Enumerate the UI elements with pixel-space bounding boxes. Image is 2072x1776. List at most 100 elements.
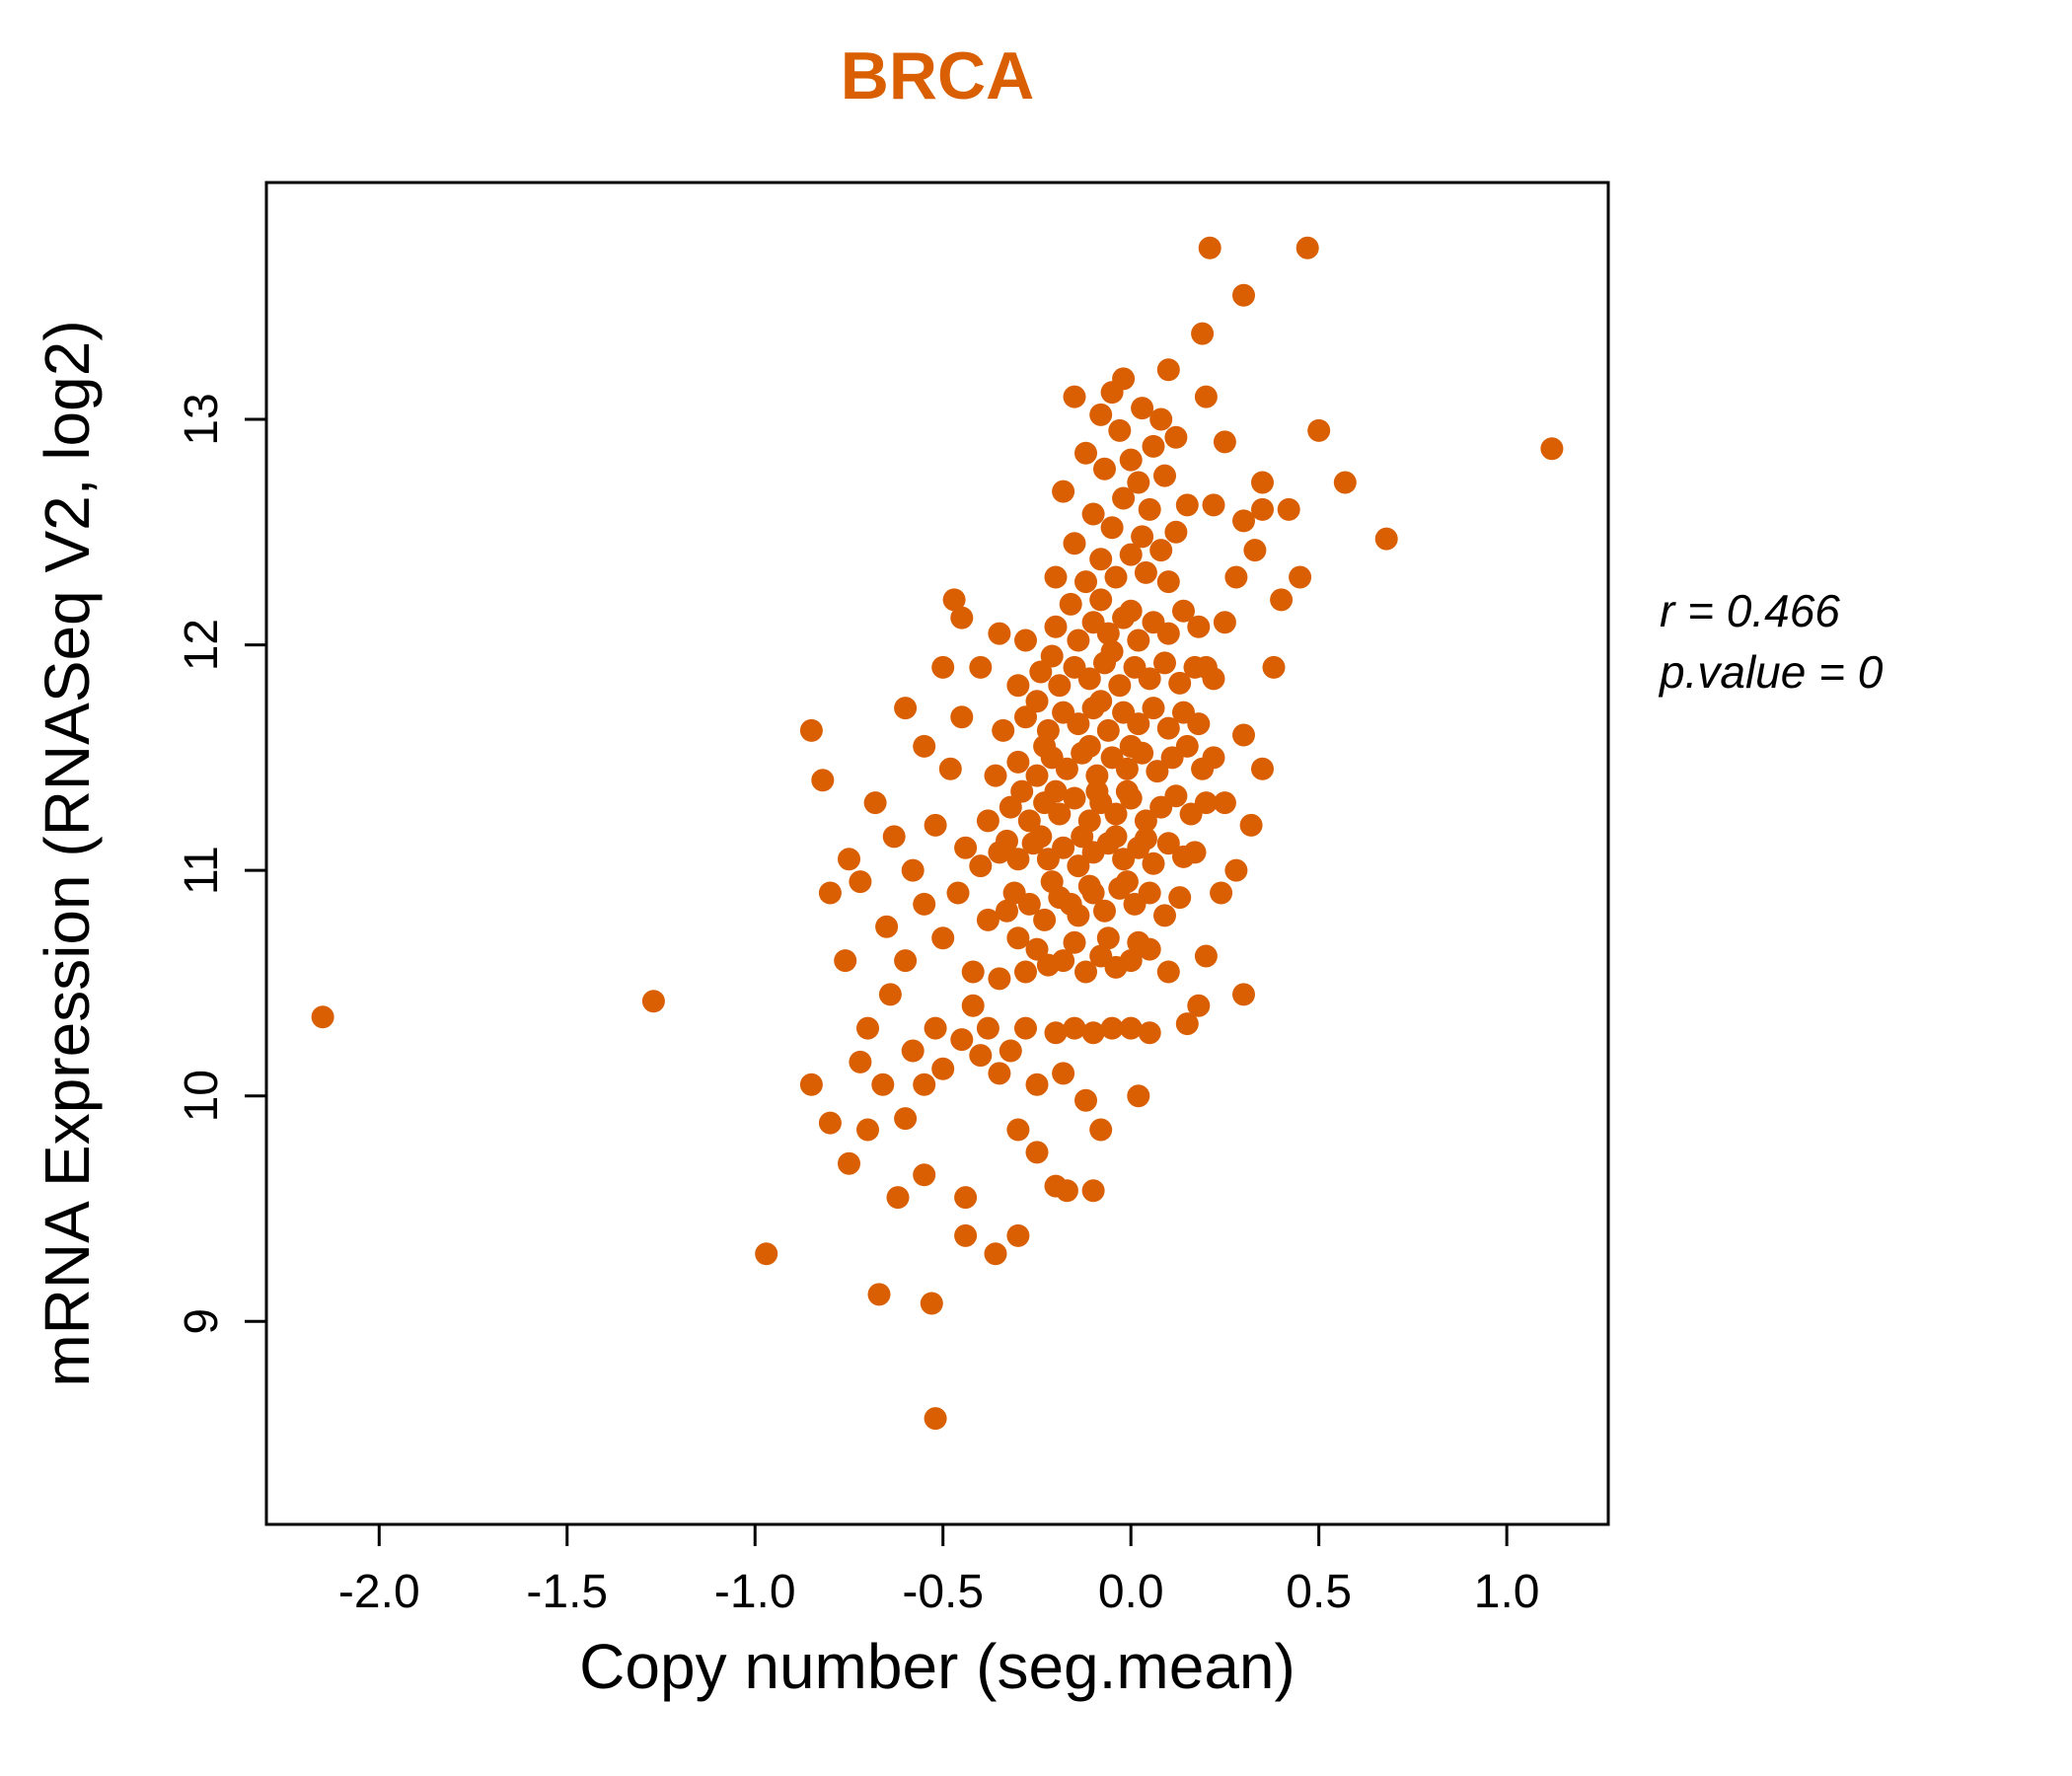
data-point xyxy=(1194,655,1218,679)
data-point xyxy=(867,1283,891,1306)
data-point xyxy=(950,606,974,629)
data-point xyxy=(1127,712,1150,736)
data-point xyxy=(1033,908,1057,931)
data-point xyxy=(1025,690,1049,713)
data-point xyxy=(1115,757,1139,780)
data-point xyxy=(1131,525,1154,549)
data-point xyxy=(1202,746,1225,770)
data-point xyxy=(311,1005,334,1029)
data-point xyxy=(961,960,985,984)
data-point xyxy=(1044,1021,1068,1045)
data-point xyxy=(1134,827,1157,851)
data-point xyxy=(1063,385,1086,408)
data-point xyxy=(838,848,860,871)
data-point xyxy=(1232,983,1255,1006)
data-point xyxy=(996,899,1018,923)
data-point xyxy=(1138,1021,1161,1045)
data-point xyxy=(1108,674,1132,698)
data-point xyxy=(1052,836,1075,859)
data-point xyxy=(1156,832,1180,855)
data-point xyxy=(838,1151,860,1175)
y-tick-label: 13 xyxy=(176,393,228,445)
data-point xyxy=(1213,611,1236,634)
data-point xyxy=(1142,851,1165,875)
data-point xyxy=(1149,539,1173,562)
data-point xyxy=(1138,667,1161,691)
chart-title: BRCA xyxy=(840,38,1035,113)
data-point xyxy=(938,757,962,780)
data-point xyxy=(856,1118,879,1142)
data-point xyxy=(1194,791,1218,815)
y-tick-label: 11 xyxy=(176,846,228,895)
data-point xyxy=(1153,651,1176,675)
data-point xyxy=(1052,1062,1075,1085)
data-point xyxy=(913,1163,936,1187)
data-point xyxy=(1089,588,1113,612)
data-point xyxy=(799,718,823,742)
data-point xyxy=(1014,629,1037,652)
data-point xyxy=(976,1016,999,1040)
data-point xyxy=(1089,1118,1113,1142)
data-point xyxy=(1074,1088,1097,1112)
data-point xyxy=(920,1292,943,1315)
data-point xyxy=(1115,779,1139,803)
data-point xyxy=(1048,802,1072,826)
data-point xyxy=(1006,674,1030,698)
data-point xyxy=(1006,1223,1030,1247)
data-point xyxy=(1096,926,1120,950)
data-point xyxy=(1262,655,1286,679)
data-point xyxy=(969,655,993,679)
data-point xyxy=(988,1062,1011,1085)
data-point xyxy=(942,588,966,612)
data-point xyxy=(976,809,999,833)
data-point xyxy=(1085,764,1109,787)
data-point xyxy=(1089,403,1113,426)
data-point xyxy=(1044,565,1068,589)
data-point xyxy=(1156,570,1180,594)
data-point xyxy=(1127,471,1150,494)
x-tick-label: -0.5 xyxy=(902,1566,984,1618)
data-point xyxy=(1374,527,1398,551)
data-point xyxy=(1100,1016,1124,1040)
data-point xyxy=(1040,870,1064,894)
data-point xyxy=(1044,615,1068,638)
data-point xyxy=(1077,734,1101,758)
data-point xyxy=(871,1073,895,1096)
x-tick-label: -2.0 xyxy=(338,1566,420,1618)
data-point xyxy=(1153,904,1176,927)
data-point xyxy=(984,1242,1007,1266)
data-point xyxy=(913,734,936,758)
data-point xyxy=(1025,937,1049,961)
data-point xyxy=(1168,886,1192,910)
data-point xyxy=(1029,660,1053,684)
data-point xyxy=(894,949,918,973)
data-point xyxy=(1100,639,1124,663)
data-point xyxy=(1127,930,1150,954)
data-point xyxy=(641,990,665,1013)
data-point xyxy=(1277,497,1300,521)
y-axis-title: mRNA Expression (RNASeq V2, log2) xyxy=(32,320,103,1387)
data-point xyxy=(1134,809,1157,833)
data-point xyxy=(1052,949,1075,973)
data-point xyxy=(1040,644,1064,668)
data-point xyxy=(1010,779,1034,803)
data-point xyxy=(1119,949,1143,973)
y-tick-label: 10 xyxy=(176,1070,228,1122)
correlation-value: r = 0.466 xyxy=(1660,585,1840,636)
data-point xyxy=(894,697,918,720)
data-point xyxy=(1081,1021,1105,1045)
data-point xyxy=(818,1111,842,1135)
data-point xyxy=(931,1057,955,1080)
data-point xyxy=(924,1407,947,1431)
data-point xyxy=(1307,418,1331,442)
data-point xyxy=(811,769,835,792)
data-point xyxy=(1096,622,1120,645)
data-point xyxy=(1232,723,1255,747)
data-point xyxy=(1055,757,1078,780)
data-point xyxy=(946,881,970,905)
data-point xyxy=(1239,813,1263,837)
data-point xyxy=(1104,565,1128,589)
data-point xyxy=(954,836,978,859)
data-point xyxy=(1243,539,1267,562)
data-point xyxy=(1100,381,1124,405)
